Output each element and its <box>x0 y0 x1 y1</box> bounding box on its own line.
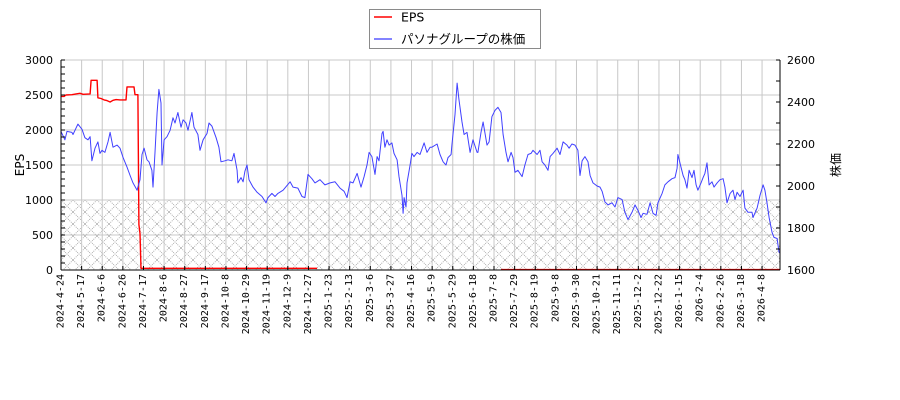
x-tick-label: 2025-7-29 <box>509 274 520 328</box>
eps-line <box>61 79 318 269</box>
y-tick-label-left: 0 <box>46 264 53 277</box>
y-tick-label-right: 2600 <box>787 54 815 67</box>
x-tick-label: 2025-6-18 <box>468 274 479 328</box>
x-tick-label: 2025-5-29 <box>447 274 458 328</box>
y-tick-label-right: 2200 <box>787 138 815 151</box>
x-tick-label: 2024-9-17 <box>200 274 211 328</box>
x-tick-label: 2025-5-9 <box>427 274 438 322</box>
x-tick-label: 2024-5-17 <box>76 274 87 328</box>
legend: EPS パソナグループの株価 <box>369 9 541 49</box>
x-tick-label: 2025-11-11 <box>612 274 623 334</box>
y-axis-tick-labels: 0 500 1000 1500 2000 2500 3000 1600 1800 2000 2200… <box>25 54 815 277</box>
y-tick-label-right: 1800 <box>787 222 815 235</box>
x-tick-label: 2026-3-18 <box>736 274 747 328</box>
y-tick-label-left: 3000 <box>25 54 53 67</box>
y-tick-label-left: 2500 <box>25 89 53 102</box>
y-tick-label-right: 2000 <box>787 180 815 193</box>
x-tick-label: 2024-12-27 <box>303 274 314 334</box>
x-tick-label: 2025-8-19 <box>530 274 541 328</box>
x-tick-label: 2026-4-8 <box>757 274 768 322</box>
y-tick-label-left: 1000 <box>25 194 53 207</box>
x-tick-label: 2025-10-21 <box>592 274 603 334</box>
x-tick-label: 2025-9-30 <box>571 274 582 328</box>
x-tick-label: 2025-3-6 <box>365 274 376 322</box>
axes <box>60 59 781 271</box>
x-tick-label: 2024-10-29 <box>241 274 252 334</box>
x-axis-tick-labels: 2024-4-24 2024-5-17 2024-6-6 2024-6-26 2024-… <box>56 274 768 334</box>
x-tick-label: 2024-8-6 <box>159 274 170 322</box>
y-tick-label-left: 1500 <box>25 159 53 172</box>
x-tick-label: 2024-11-19 <box>262 274 273 334</box>
x-tick-label: 2025-1-23 <box>324 274 335 328</box>
x-tick-label: 2024-4-24 <box>56 274 67 328</box>
y-tick-label-right: 2400 <box>787 96 815 109</box>
stock-price-line <box>60 82 781 254</box>
legend-label-stock-price: パソナグループの株価 <box>401 32 525 47</box>
legend-label-eps: EPS <box>401 10 424 25</box>
x-tick-label: 2024-6-6 <box>97 274 108 322</box>
y-tick-label-left: 2000 <box>25 124 53 137</box>
x-tick-label: 2026-2-4 <box>695 274 706 322</box>
x-tick-label: 2024-6-26 <box>117 274 128 328</box>
x-tick-label: 2025-3-27 <box>385 274 396 328</box>
x-tick-label: 2024-7-17 <box>138 274 149 328</box>
y-axis-label-left: EPS <box>13 154 27 176</box>
y-tick-label-right: 1600 <box>787 264 815 277</box>
x-tick-label: 2024-12-9 <box>282 274 293 328</box>
x-tick-label: 2026-2-26 <box>715 274 726 328</box>
x-tick-label: 2025-9-8 <box>550 274 561 322</box>
x-tick-label: 2024-8-27 <box>179 274 190 328</box>
x-tick-label: 2025-4-16 <box>406 274 417 328</box>
y-axis-label-right: 株価 <box>828 153 843 177</box>
x-tick-label: 2025-7-8 <box>489 274 500 322</box>
legend-box <box>369 9 541 49</box>
x-tick-label: 2025-12-2 <box>633 274 644 328</box>
x-tick-label: 2026-1-15 <box>674 274 685 328</box>
x-tick-label: 2024-10-8 <box>220 274 231 328</box>
y-tick-label-left: 500 <box>32 229 53 242</box>
x-tick-label: 2025-2-13 <box>344 274 355 328</box>
x-tick-label: 2025-12-22 <box>653 274 664 334</box>
